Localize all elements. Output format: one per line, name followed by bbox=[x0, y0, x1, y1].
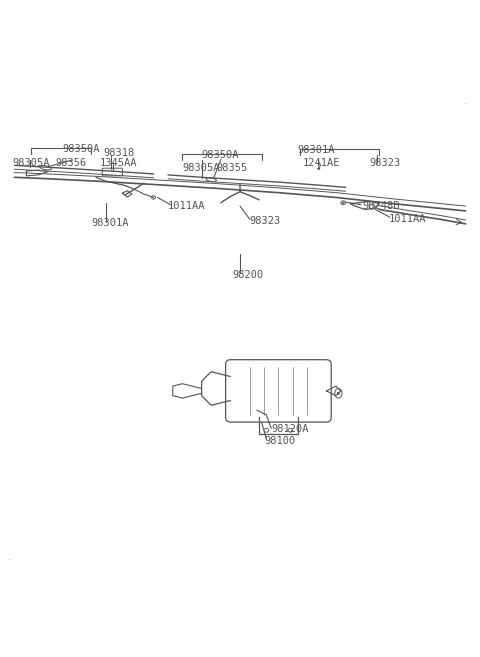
Text: 98355: 98355 bbox=[216, 163, 247, 173]
Text: 98305A: 98305A bbox=[182, 163, 220, 173]
Text: 98120A: 98120A bbox=[271, 424, 309, 434]
Text: 98200: 98200 bbox=[233, 270, 264, 280]
Text: 1345AA: 1345AA bbox=[100, 158, 137, 168]
Text: 98323: 98323 bbox=[370, 158, 401, 168]
Text: .: . bbox=[8, 551, 12, 562]
Text: 98350A: 98350A bbox=[202, 150, 239, 160]
Ellipse shape bbox=[318, 168, 320, 170]
Text: 98301A: 98301A bbox=[91, 218, 129, 228]
Text: 1011AA: 1011AA bbox=[389, 214, 426, 224]
Text: 98323: 98323 bbox=[250, 215, 281, 225]
Text: 98356: 98356 bbox=[55, 158, 86, 168]
Text: 98318: 98318 bbox=[103, 148, 134, 158]
Text: 98350A: 98350A bbox=[62, 143, 100, 154]
Ellipse shape bbox=[342, 202, 344, 204]
Text: 98248B: 98248B bbox=[362, 201, 400, 211]
Text: 1241AE: 1241AE bbox=[302, 158, 340, 168]
Text: 98305A: 98305A bbox=[12, 158, 49, 168]
Text: 1011AA: 1011AA bbox=[168, 201, 205, 211]
Text: 98301A: 98301A bbox=[298, 145, 335, 155]
Text: .: . bbox=[464, 95, 468, 106]
Text: 98100: 98100 bbox=[264, 436, 295, 446]
Ellipse shape bbox=[337, 392, 339, 394]
